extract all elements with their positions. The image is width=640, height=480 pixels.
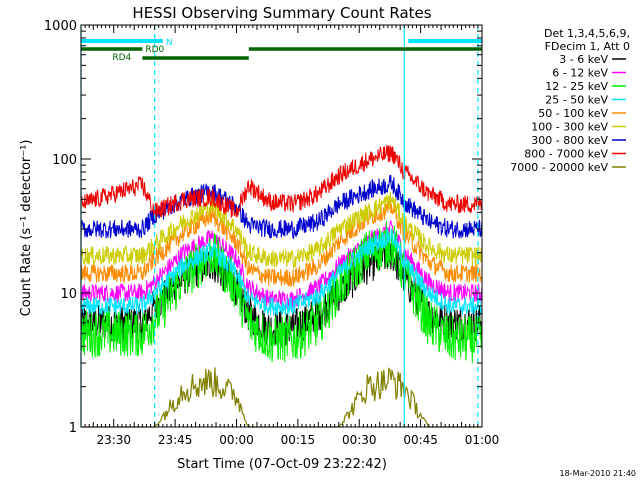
legend-label: 7000 - 20000 keV: [510, 161, 608, 174]
y-tick-label: 1: [69, 421, 77, 436]
generation-date: 18-Mar-2010 21:40: [560, 469, 637, 478]
legend-label: 800 - 7000 keV: [524, 148, 608, 161]
x-tick-label: 00:30: [342, 433, 377, 447]
legend-label: 12 - 25 keV: [545, 80, 608, 93]
legend-label: 300 - 800 keV: [531, 134, 608, 147]
series-line-5: [80, 197, 483, 287]
legend-label: 25 - 50 keV: [545, 94, 608, 107]
legend-label: 100 - 300 keV: [531, 121, 608, 134]
series-line-3: [80, 220, 483, 364]
flag-label-n: N: [166, 38, 173, 48]
series-line-4: [80, 228, 483, 316]
flag-label-rd0: RD0: [145, 45, 164, 55]
x-tick-label: 23:30: [96, 433, 131, 447]
series-line-6: [80, 192, 483, 270]
legend-header: Det 1,3,4,5,6,9,: [544, 27, 630, 40]
y-tick-label: 10: [60, 287, 77, 302]
x-axis: 23:30 23:45 00:00 00:15 00:30 00:45 01:00: [80, 25, 500, 447]
y-axis-label: Count Rate (s⁻¹ detector⁻¹): [19, 140, 34, 317]
flag-label-rd4: RD4: [112, 53, 131, 63]
x-tick-label: 00:00: [219, 433, 254, 447]
series-line-9: [81, 367, 482, 428]
legend-label: 6 - 12 keV: [552, 67, 608, 80]
legend-label: 50 - 100 keV: [538, 107, 608, 120]
chart-title: HESSI Observing Summary Count Rates: [132, 4, 431, 22]
series-line-8: [80, 144, 483, 219]
legend-label: 3 - 6 keV: [559, 53, 608, 66]
x-tick-label: 00:45: [403, 433, 438, 447]
legend: Det 1,3,4,5,6,9,FDecim 1, Att 03 - 6 keV…: [510, 27, 630, 174]
plot-frame: [80, 24, 483, 428]
y-tick-label: 1000: [44, 19, 77, 34]
series-line-2: [80, 220, 483, 309]
y-tick-label: 100: [52, 153, 77, 168]
series-line-7: [80, 174, 483, 240]
legend-header: FDecim 1, Att 0: [545, 40, 630, 53]
y-axis: 1 10 100 1000: [44, 19, 482, 436]
x-tick-label: 23:45: [158, 433, 193, 447]
x-tick-label: 00:15: [281, 433, 316, 447]
x-axis-label: Start Time (07-Oct-09 23:22:42): [177, 457, 387, 472]
x-tick-label: 01:00: [465, 433, 500, 447]
